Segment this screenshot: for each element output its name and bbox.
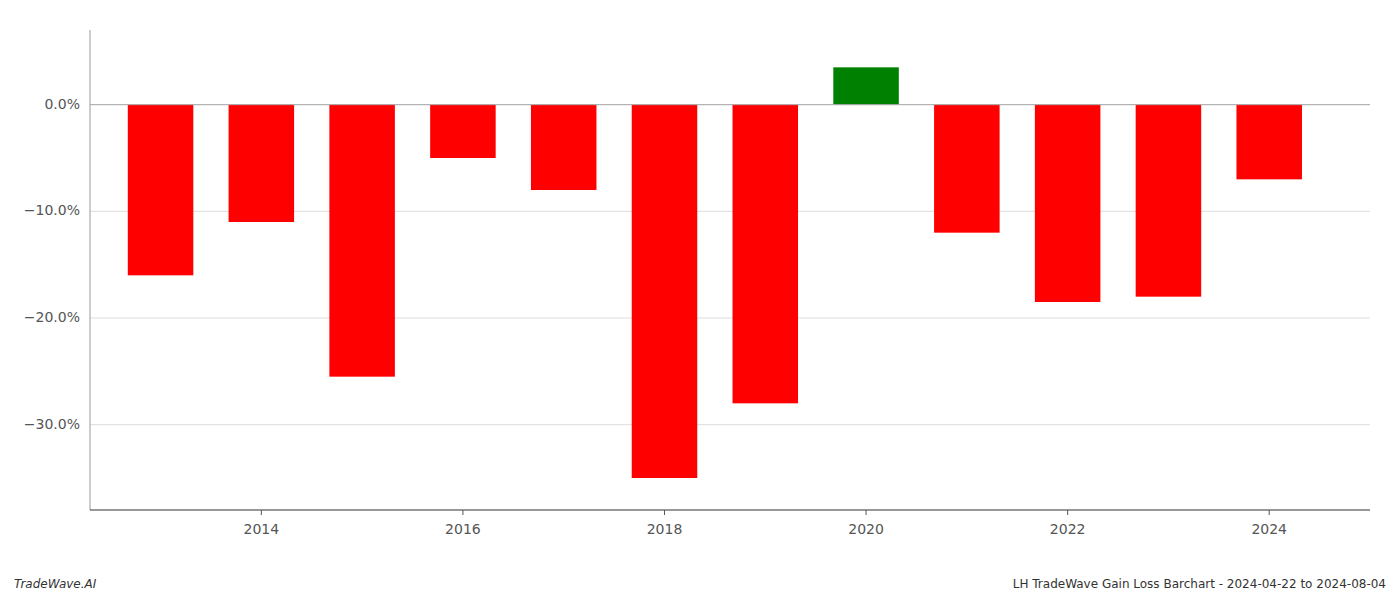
y-tick-label: −20.0% — [24, 309, 80, 325]
grid-line — [90, 424, 1370, 425]
bar — [1136, 105, 1202, 297]
bars — [128, 67, 1302, 478]
chart: 0.0% −10.0% −20.0% −30.0% 2014 2016 2018 2020 20… — [0, 0, 1400, 600]
x-axis-line — [90, 509, 1370, 510]
zero-line — [90, 104, 1370, 105]
y-tick-label: −10.0% — [24, 202, 80, 218]
y-tick-label: −30.0% — [24, 416, 80, 432]
x-tick — [1269, 510, 1270, 515]
x-tick-label: 2016 — [445, 521, 481, 537]
x-tick-label: 2014 — [244, 521, 280, 537]
x-tick — [261, 510, 262, 515]
bar — [1035, 105, 1101, 302]
grid-line — [90, 104, 1370, 105]
grid-line — [90, 318, 1370, 319]
bar — [430, 105, 496, 158]
y-tick-label: 0.0% — [44, 96, 80, 112]
chart-container: 0.0% −10.0% −20.0% −30.0% 2014 2016 2018 2020 20… — [0, 0, 1400, 600]
bar — [934, 105, 1000, 233]
bar — [329, 105, 395, 377]
footer-right: LH TradeWave Gain Loss Barchart - 2024-0… — [1013, 577, 1386, 591]
bar — [229, 105, 295, 222]
bar — [531, 105, 597, 190]
bar — [1236, 105, 1302, 180]
x-tick-label: 2022 — [1050, 521, 1086, 537]
bar — [632, 105, 698, 478]
x-tick-label: 2020 — [848, 521, 884, 537]
x-tick — [664, 510, 665, 515]
x-tick-label: 2018 — [647, 521, 683, 537]
bar — [733, 105, 799, 404]
y-axis-line — [90, 30, 91, 510]
x-tick — [866, 510, 867, 515]
x-tick-label: 2024 — [1251, 521, 1287, 537]
x-tick — [462, 510, 463, 515]
bar — [128, 105, 194, 276]
x-tick — [1067, 510, 1068, 515]
bar — [833, 67, 899, 104]
footer-left: TradeWave.AI — [14, 577, 97, 591]
